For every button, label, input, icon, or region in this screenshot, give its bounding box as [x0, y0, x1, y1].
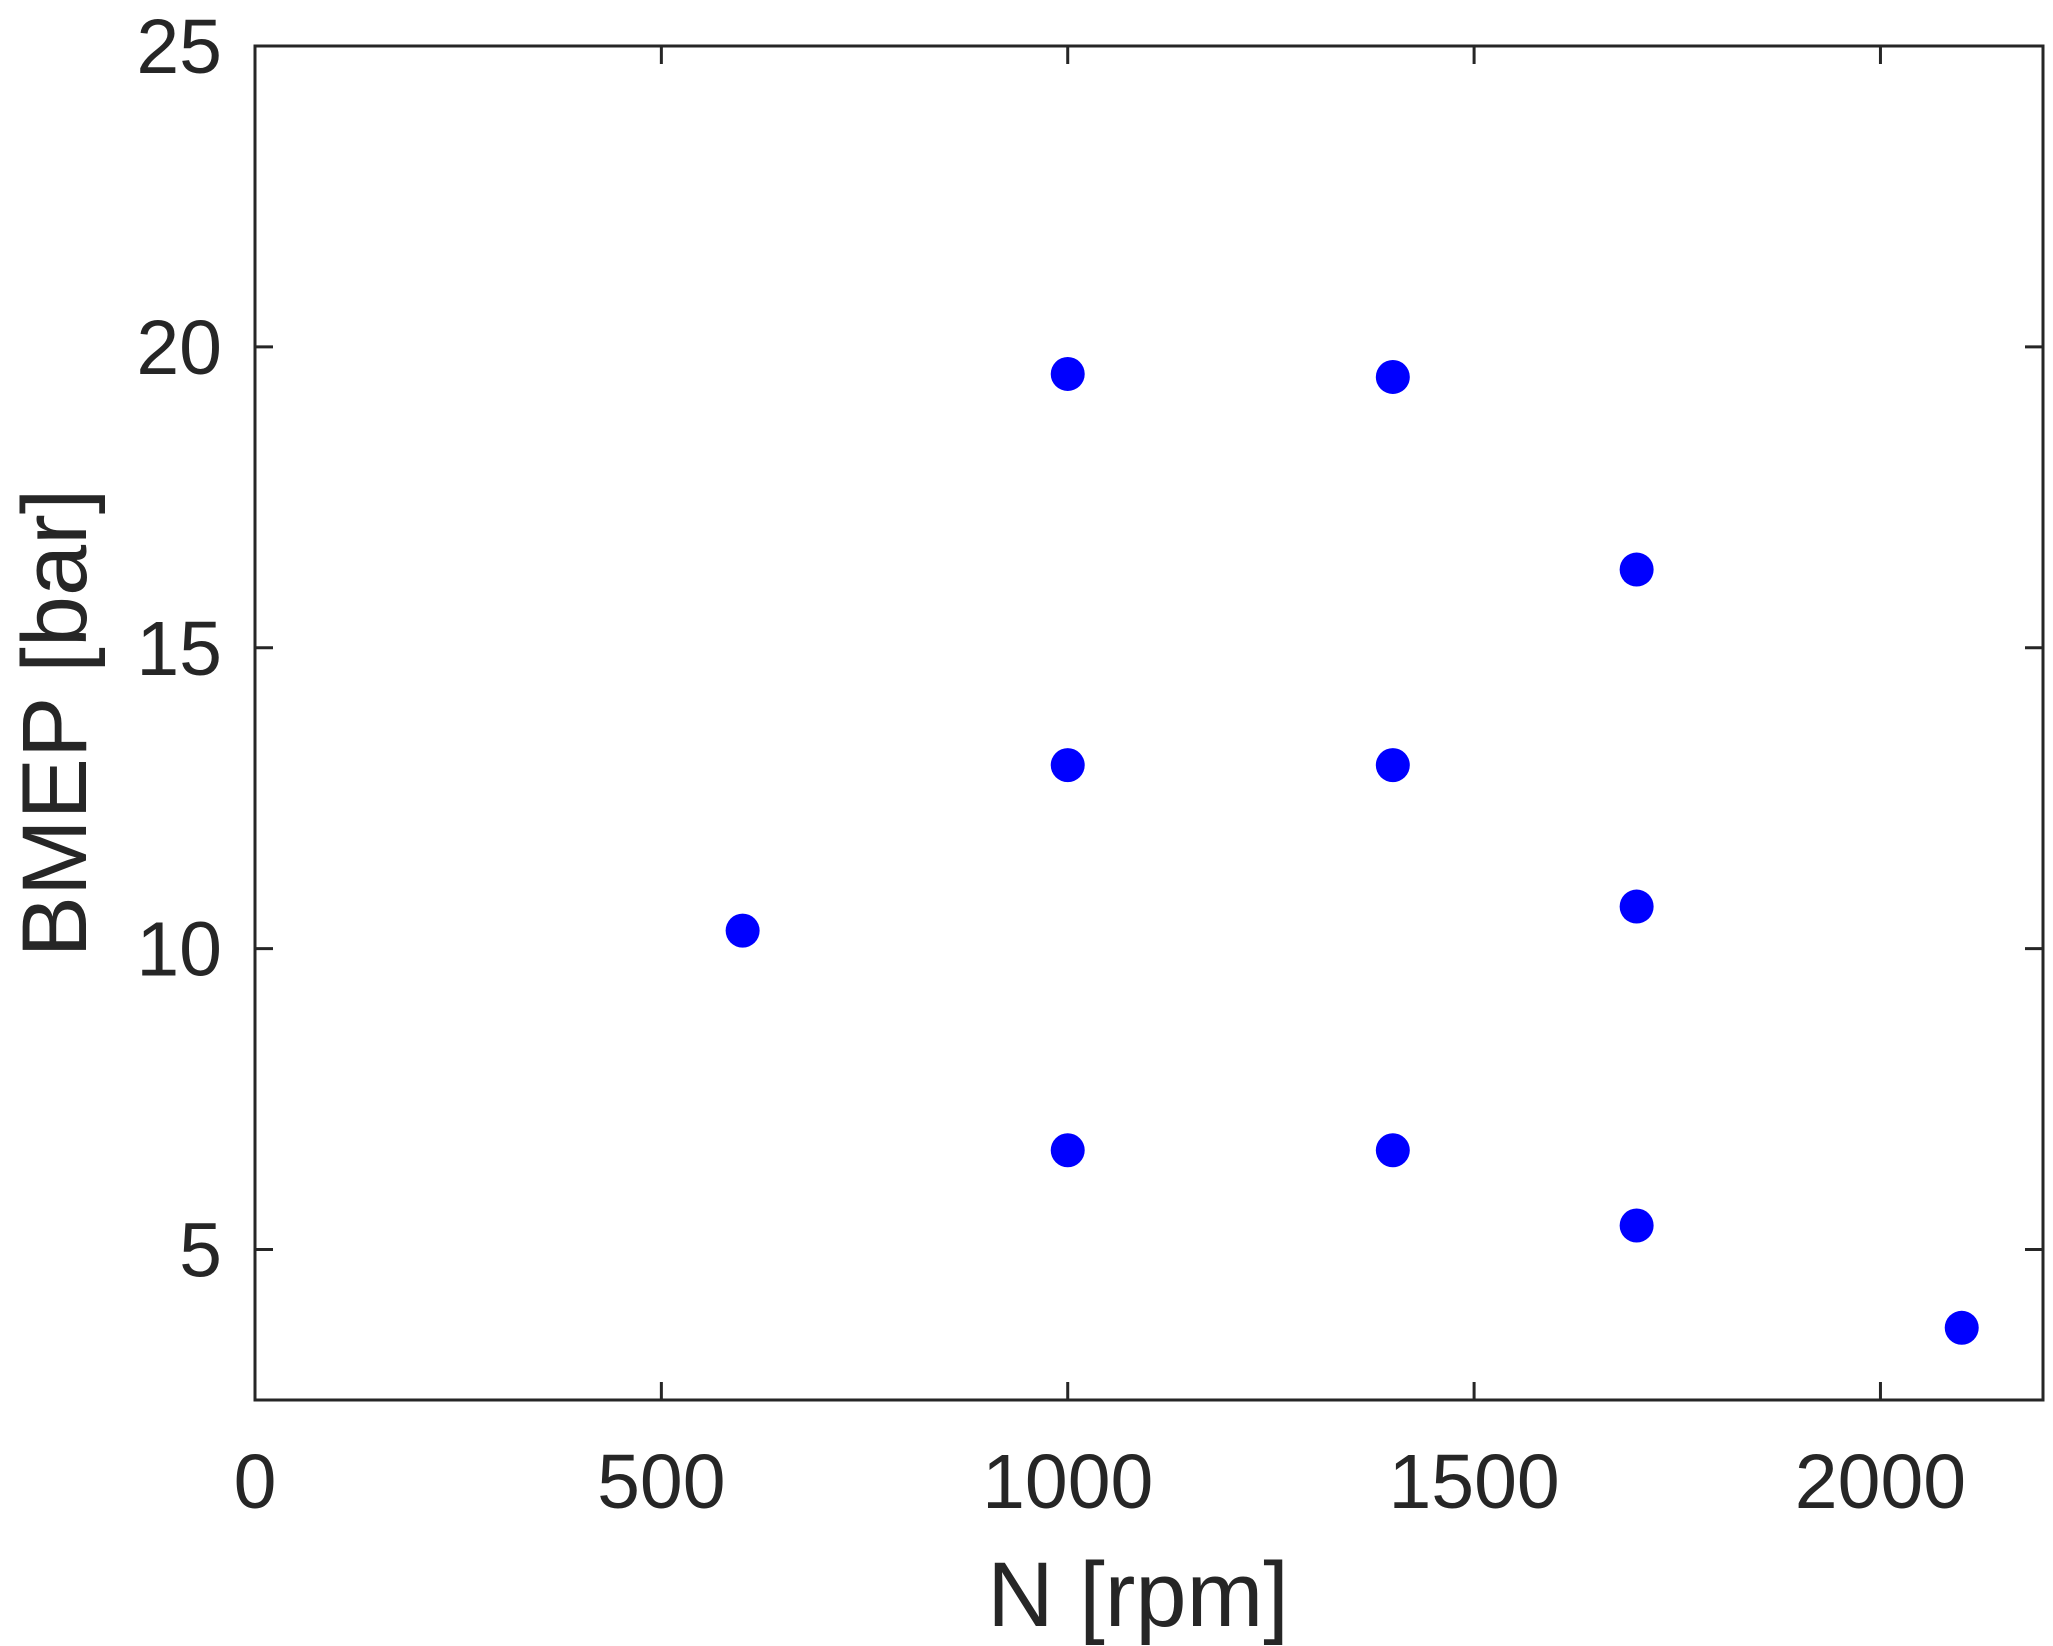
data-point	[1619, 889, 1654, 924]
data-point	[1050, 1133, 1085, 1168]
y-tick-label: 25	[136, 4, 222, 90]
x-tick-label: 0	[234, 1439, 277, 1525]
x-tick-label: 1500	[1388, 1439, 1559, 1525]
plot-frame	[253, 44, 2045, 1402]
y-axis-label: BMEP [bar]	[4, 489, 106, 958]
y-tick-label: 10	[136, 907, 222, 993]
y-tick-label: 20	[136, 305, 222, 391]
x-tick-label: 1000	[982, 1439, 1153, 1525]
x-tick-label: 2000	[1795, 1439, 1966, 1525]
data-points	[725, 356, 1979, 1345]
data-point	[1375, 1133, 1410, 1168]
data-point	[1375, 748, 1410, 783]
data-point	[1050, 356, 1085, 391]
y-tick-label: 15	[136, 606, 222, 692]
data-point	[1050, 748, 1085, 783]
data-point	[1619, 1208, 1654, 1243]
y-tick-label: 5	[179, 1208, 222, 1294]
x-tick-label: 500	[597, 1439, 725, 1525]
x-axis-label: N [rpm]	[987, 1544, 1289, 1646]
data-point	[1944, 1310, 1979, 1345]
y-axis: 5 10 15 20 25	[136, 4, 2043, 1294]
data-point	[1375, 359, 1410, 394]
data-point	[725, 913, 760, 948]
x-axis: 0 500 1000 1500 2000	[234, 46, 1966, 1525]
data-point	[1619, 552, 1654, 587]
